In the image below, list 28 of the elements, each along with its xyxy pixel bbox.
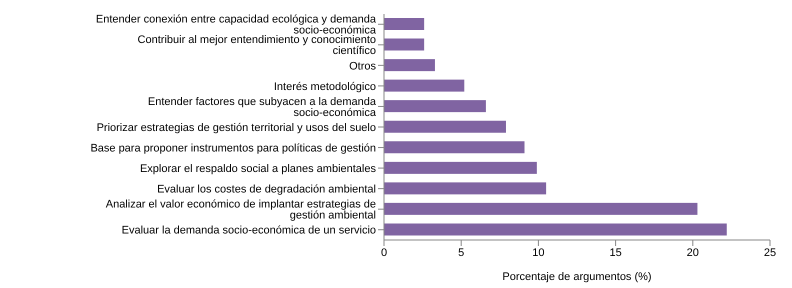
- y-tick-label: Interés metodológico: [274, 80, 376, 93]
- bar: [384, 80, 464, 92]
- y-tick-label: Entender factores que subyacen a la demanda socio-económica: [148, 96, 377, 119]
- bar: [384, 223, 727, 236]
- x-tick-label: 25: [764, 246, 776, 259]
- bar: [384, 38, 424, 51]
- bar: [384, 59, 435, 72]
- y-tick-label: Base para proponer instrumentos para políticas de gestión: [90, 142, 376, 154]
- x-tick-label: 10: [532, 246, 545, 259]
- bar: [384, 100, 486, 112]
- y-tick-label: Contribuir al mejor entendimiento y conocimiento científico: [138, 34, 376, 58]
- y-tick-label: Evaluar los costes de degradación ambiental: [157, 184, 376, 196]
- bar: [384, 18, 424, 30]
- x-axis-title: Porcentaje de argumentos (%): [502, 271, 652, 283]
- y-tick-label: Priorizar estrategias de gestión territorial y usos del suelo: [96, 122, 376, 134]
- x-tick-label: 5: [458, 246, 464, 259]
- x-tick-label: 20: [686, 246, 699, 259]
- y-tick-label: Analizar el valor económico de implantar estrategias de gestión ambiental: [106, 198, 376, 222]
- x-tick-label: 0: [380, 246, 388, 259]
- x-tick-label: 15: [609, 246, 622, 259]
- bar: [384, 162, 537, 174]
- y-tick-label: Evaluar la demanda socio-económica de un servicio: [122, 224, 376, 237]
- bar: [384, 120, 506, 133]
- bar: [384, 202, 698, 215]
- bar: [384, 141, 525, 154]
- y-tick-label: Otros: [349, 60, 376, 72]
- bar: [384, 182, 546, 194]
- y-tick-label: Explorar el respaldo social a planes ambientales: [140, 162, 376, 175]
